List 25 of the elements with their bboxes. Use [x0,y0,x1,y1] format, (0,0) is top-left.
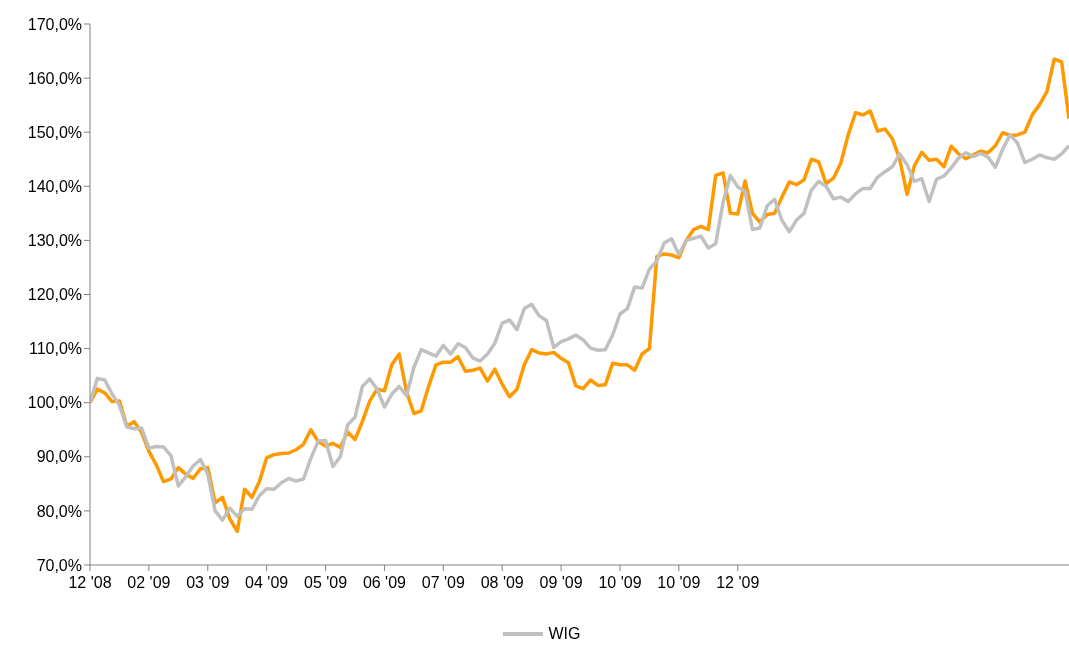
y-tick-label: 130,0% [27,232,82,250]
y-tick-label: 150,0% [27,123,82,141]
y-tick-label: 170,0% [27,15,82,33]
x-tick-label: 12 '08 [68,574,112,592]
y-tick-label: 140,0% [27,177,82,195]
line-series [90,133,1069,522]
x-tick-label: 10 '09 [598,574,642,592]
y-tick-label: 80,0% [36,502,82,520]
y-tick-label: 70,0% [36,556,82,574]
y-tick-label: 90,0% [36,448,82,466]
x-tick-label: 09 '09 [539,574,583,592]
x-tick-label: 05 '09 [304,574,348,592]
legend-label: WIG [548,625,581,643]
y-tick-label: 100,0% [27,394,82,412]
y-tick-label: 120,0% [27,286,82,304]
x-tick-label: 03 '09 [186,574,230,592]
x-tick-label: 06 '09 [362,574,407,592]
x-tick-label: 02 '09 [127,574,171,592]
y-tick-label: 110,0% [28,340,82,358]
x-tick-label: 10 '09 [657,574,701,592]
x-tick-label: 12 '09 [716,574,760,592]
x-tick-label: 07 '09 [421,574,465,592]
x-tick-label: 04 '09 [245,574,289,592]
x-tick-label: 08 '09 [480,574,524,592]
y-tick-label: 160,0% [27,69,82,87]
